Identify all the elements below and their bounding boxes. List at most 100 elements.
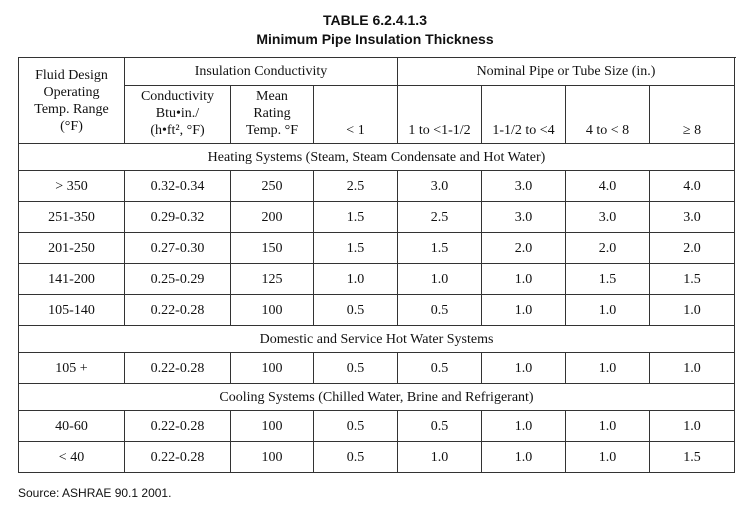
cell: 1.0 [565,410,651,442]
cell: 1.0 [649,410,736,442]
cell: < 40 [18,441,125,473]
cell: 1.0 [649,352,736,384]
cell: 250 [230,170,314,202]
cell: 105 + [18,352,125,384]
cell: 0.29-0.32 [124,201,231,233]
cell: 200 [230,201,314,233]
cell: 3.0 [565,201,651,233]
cell: 1.5 [312,201,399,233]
cell: 251-350 [18,201,125,233]
header-line: 4 to < 8 [585,123,630,138]
cell: 1.0 [312,263,399,295]
header-line: Temp. °F [245,123,299,138]
section-row: Heating Systems (Steam, Steam Condensate… [17,143,736,171]
cell: 100 [230,410,314,442]
section-title: Domestic and Service Hot Water Systems [17,325,736,353]
cell: 0.5 [397,294,483,326]
cell: 1.5 [649,441,736,473]
cell: 0.22-0.28 [124,352,231,384]
data-row: < 40 0.22-0.28 100 0.5 1.0 1.0 1.0 1.5 [18,441,736,473]
cell: 2.0 [649,232,736,264]
header-line: (°F) [60,118,83,134]
section-title: Cooling Systems (Chilled Water, Brine an… [17,383,736,411]
cell: 0.5 [397,352,483,384]
cell: 0.5 [312,410,399,442]
header-line: ≥ 8 [682,123,702,138]
header-cell: Nominal Pipe or Tube Size (in.) [397,57,736,86]
table-title: TABLE 6.2.4.1.3 [322,12,427,28]
cell: 2.0 [565,232,651,264]
cell: 40-60 [18,410,125,442]
section-row: Domestic and Service Hot Water Systems [17,325,736,353]
cell: 3.0 [481,201,567,233]
header-line: Rating [253,106,291,121]
cell: 1.0 [481,410,567,442]
insulation-table: Fluid Design Operating Temp. Range (°F) Insu… [17,57,736,473]
data-row: 141-200 0.25-0.29 125 1.0 1.0 1.0 1.5 1.5 [18,263,736,295]
header-line: Conductivity [140,89,215,104]
header-line: Operating [43,84,100,100]
cell: 1.0 [481,352,567,384]
header-line: Fluid Design [35,67,108,83]
data-row: > 350 0.32-0.34 250 2.5 3.0 3.0 4.0 4.0 [18,170,736,202]
cell: 2.0 [481,232,567,264]
cell: 0.25-0.29 [124,263,231,295]
header-line: (h•ft², °F) [150,123,205,138]
cell: 0.5 [397,410,483,442]
cell: 1.0 [565,441,651,473]
cell: 0.22-0.28 [124,410,231,442]
cell: 105-140 [18,294,125,326]
section-row: Cooling Systems (Chilled Water, Brine an… [17,383,736,411]
cell: 1.0 [565,294,651,326]
cell: 100 [230,352,314,384]
cell: 0.32-0.34 [124,170,231,202]
header-cell: 1-1/2 to <4 [481,85,567,144]
header-cell: Conductivity Btu•in./ (h•ft², °F) [124,85,231,144]
cell: 2.5 [397,201,483,233]
header-cell: 1 to <1-1/2 [397,85,483,144]
cell: 100 [230,441,314,473]
header-line: Temp. Range [34,101,109,117]
cell: 100 [230,294,314,326]
cell: 141-200 [18,263,125,295]
cell: 0.22-0.28 [124,294,231,326]
cell: 0.27-0.30 [124,232,231,264]
header-cell: < 1 [312,85,399,144]
data-row: 105 +0.22-0.28 100 0.5 0.5 1.0 1.0 1.0 [18,352,736,384]
header-cell: ≥ 8 [649,85,736,144]
cell: 1.0 [397,441,483,473]
cell: 201-250 [18,232,125,264]
header-line: < 1 [346,123,365,138]
header-cell: 4 to < 8 [565,85,651,144]
data-row: 105-140 0.22-0.28 100 0.5 0.5 1.0 1.0 1.0 [18,294,736,326]
cell: 150 [230,232,314,264]
header-row: Fluid Design Operating Temp. Range (°F) Insu… [18,57,736,144]
cell: 3.0 [397,170,483,202]
data-row: 201-250 0.27-0.30 150 1.5 1.5 2.0 2.0 2.0 [18,232,736,264]
header-line: 1 to <1-1/2 [408,123,471,138]
cell: 1.0 [649,294,736,326]
cell: 1.5 [565,263,651,295]
cell: 1.0 [481,441,567,473]
cell: 125 [230,263,314,295]
source-note: Source: ASHRAE 90.1 2001. [18,486,172,500]
header-row: Conductivity Btu•in./ (h•ft², °F) Mean Ratin… [19,85,736,144]
data-row: 251-350 0.29-0.32 200 1.5 2.5 3.0 3.0 3.0 [18,201,736,233]
cell: 3.0 [649,201,736,233]
section-title: Heating Systems (Steam, Steam Condensate… [17,143,736,171]
cell: 0.5 [312,441,399,473]
header-line: Btu•in./ [155,106,200,121]
cell: 1.5 [397,232,483,264]
table-subtitle: Minimum Pipe Insulation Thickness [256,31,494,47]
cell: > 350 [18,170,125,202]
cell: 1.0 [565,352,651,384]
cell: 0.22-0.28 [124,441,231,473]
cell: 1.0 [397,263,483,295]
cell: 4.0 [649,170,736,202]
header-line: 1-1/2 to <4 [492,123,555,138]
cell: 0.5 [312,352,399,384]
header-cell: Mean Rating Temp. °F [230,85,314,144]
cell: 1.5 [312,232,399,264]
cell: 0.5 [312,294,399,326]
